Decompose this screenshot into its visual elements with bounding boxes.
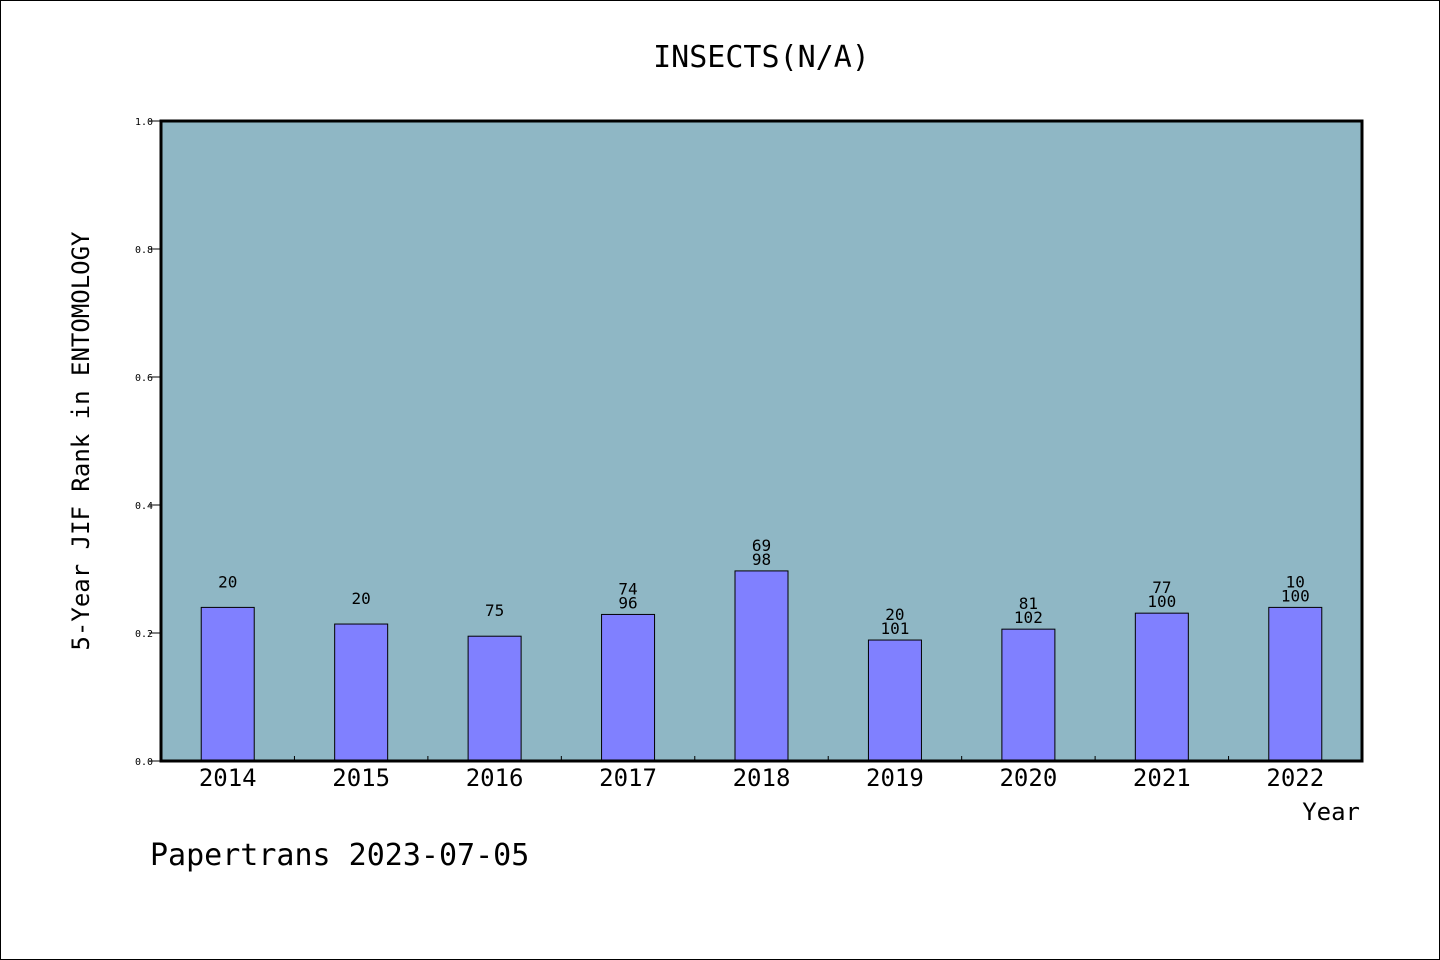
bar-value-label: 101 [880,619,909,638]
bar-value-label: 10 [1286,572,1305,591]
footer-text: Papertrans 2023-07-05 [150,838,529,873]
y-axis-label: 5-Year JIF Rank in ENTOMOLOGY [67,231,95,651]
x-tick-label: 2022 [1266,764,1324,792]
bar-value-label: 98 [752,550,771,569]
bar-value-label: 96 [618,593,637,612]
bar-value-label: 20 [352,589,371,608]
y-tick-label: 0.8 [135,245,153,256]
x-tick-label: 2019 [866,764,924,792]
chart-title: INSECTS(N/A) [653,40,870,75]
y-tick-label: 0.0 [135,757,153,768]
y-tick-label: 0.6 [135,373,153,384]
bar [1134,612,1189,762]
bar [734,570,789,762]
bar-value-label: 100 [1147,592,1176,611]
bar [467,635,522,762]
bar [200,606,255,762]
bar-value-label: 74 [618,579,637,598]
bar-value-label: 75 [485,601,504,620]
x-tick-label: 2015 [332,764,390,792]
bar-value-label: 20 [885,605,904,624]
y-tick-label: 0.2 [135,629,153,640]
bar [601,613,656,762]
y-axis: 0.0 0.2 0.4 0.6 0.8 1.0 [135,117,161,768]
plot-border [159,119,1364,763]
bar-value-label: 100 [1281,586,1310,605]
x-tick-label: 2016 [466,764,524,792]
y-tick-label: 0.4 [135,501,153,512]
x-tick-label: 2017 [599,764,657,792]
x-axis: 2014 2015 2016 2017 2018 2019 2020 2021 2022 [199,756,1324,792]
bar [1001,628,1056,762]
x-tick-label: 2018 [733,764,791,792]
bar-value-label: 20 [218,572,237,591]
x-tick-label: 2020 [999,764,1057,792]
x-tick-label: 2021 [1133,764,1191,792]
bar-value-label: 102 [1014,608,1043,627]
bar [334,623,389,762]
bar-value-label: 69 [752,536,771,555]
bar-value-label: 81 [1019,594,1038,613]
x-tick-label: 2014 [199,764,257,792]
bar [867,639,922,762]
bar-value-label: 77 [1152,578,1171,597]
x-axis-label: Year [1302,798,1360,826]
bar [1268,606,1323,762]
y-tick-label: 1.0 [135,117,153,128]
